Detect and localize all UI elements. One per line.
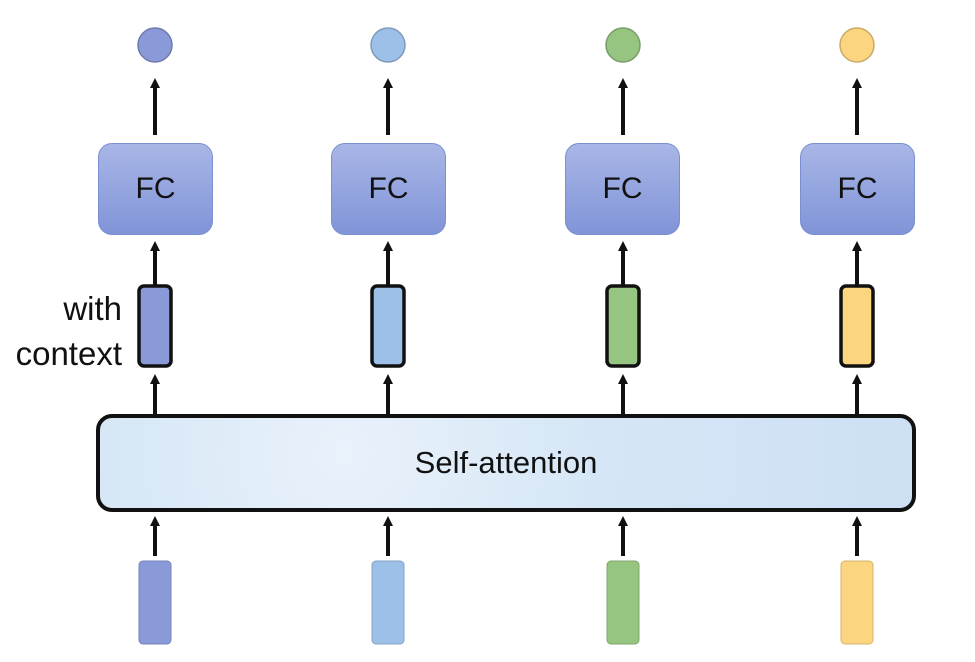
output-circle-3 [605, 27, 641, 63]
output-circle-2 [370, 27, 406, 63]
output-circle-1 [137, 27, 173, 63]
fc-label-1: FC [135, 172, 176, 205]
input-vector-4 [840, 560, 874, 645]
context-vector-1 [137, 284, 173, 368]
fc-label-2: FC [368, 172, 409, 205]
context-vector-3 [605, 284, 641, 368]
input-vector-3 [606, 560, 640, 645]
fc-block-1: FC [98, 143, 213, 235]
with-context-label-line2: context [15, 335, 122, 372]
context-vector-2 [370, 284, 406, 368]
fc-block-3: FC [565, 143, 680, 235]
fc-label-3: FC [602, 172, 643, 205]
output-circle-4 [839, 27, 875, 63]
fc-block-2: FC [331, 143, 446, 235]
self-attention-label: Self-attention [414, 445, 598, 480]
input-vector-2 [371, 560, 405, 645]
self-attention-block: Self-attention [96, 414, 916, 512]
context-vector-4 [839, 284, 875, 368]
input-vector-1 [138, 560, 172, 645]
fc-block-4: FC [800, 143, 915, 235]
fc-label-4: FC [837, 172, 878, 205]
with-context-label-line1: with [63, 290, 122, 327]
